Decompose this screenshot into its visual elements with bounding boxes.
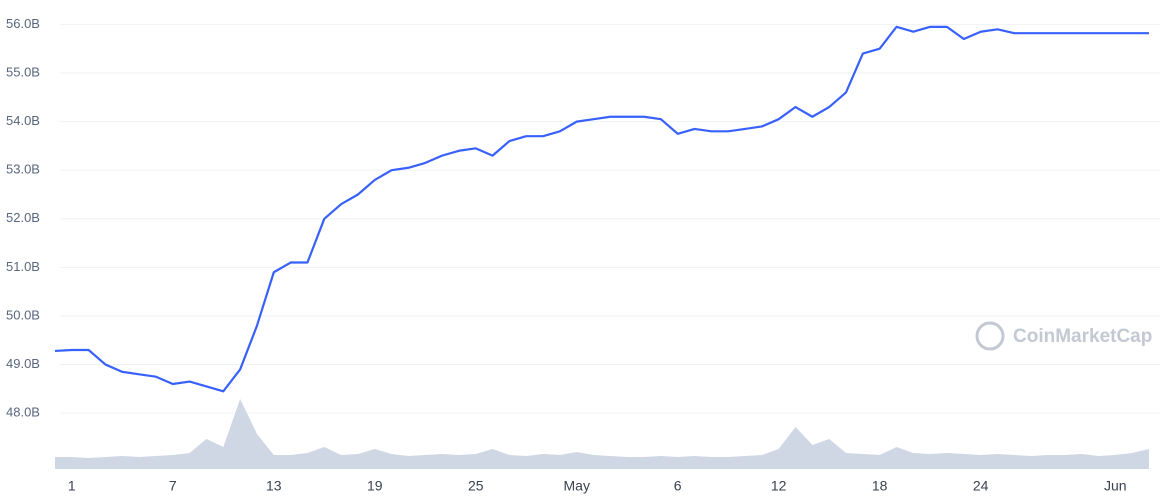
price-line [54, 25, 1149, 393]
watermark: CoinMarketCap [975, 321, 1152, 351]
y-tick-label: 52.0B [6, 210, 40, 225]
y-tick-label: 54.0B [6, 113, 40, 128]
x-tick-label: 24 [973, 478, 989, 494]
x-tick-label: 1 [68, 478, 76, 494]
volume-area [55, 399, 1149, 469]
watermark-logo [975, 321, 1005, 351]
y-tick-label: 56.0B [6, 16, 40, 31]
x-tick-label: Jun [1104, 478, 1127, 494]
watermark-text: CoinMarketCap [1013, 326, 1152, 347]
x-tick-label: 13 [266, 478, 282, 494]
y-tick-label: 55.0B [6, 64, 40, 79]
x-tick-label: May [564, 478, 590, 494]
x-tick-label: 7 [169, 478, 177, 494]
x-tick-label: 12 [771, 478, 787, 494]
x-tick-label: 19 [367, 478, 383, 494]
y-tick-label: 53.0B [6, 162, 40, 177]
x-tick-label: 25 [468, 478, 484, 494]
y-tick-label: 50.0B [6, 307, 40, 322]
y-tick-label: 49.0B [6, 356, 40, 371]
y-tick-label: 48.0B [6, 405, 40, 420]
x-tick-label: 18 [872, 478, 888, 494]
y-tick-label: 51.0B [6, 259, 40, 274]
x-tick-label: 6 [674, 478, 682, 494]
